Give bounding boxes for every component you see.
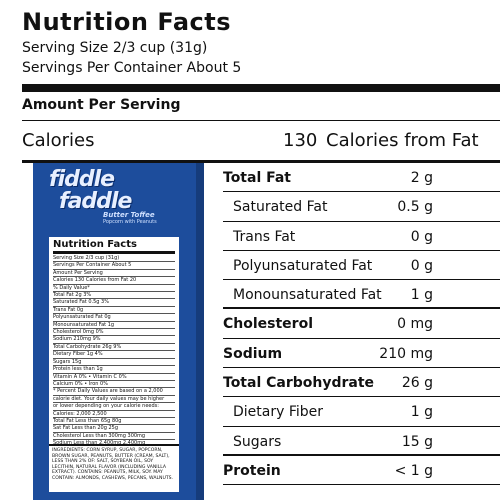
nutrient-row: Monounsaturated Fat 1 g — [223, 280, 500, 310]
nutrient-value: 15 g — [401, 433, 433, 450]
nutrient-name: Saturated Fat — [233, 199, 328, 216]
nutrient-row: Total Fat 2 g — [223, 163, 500, 193]
nutrient-value: 1 g — [410, 404, 433, 421]
box-panel-line: Cholesterol 0mg 0% — [53, 329, 175, 337]
box-panel-title: Nutrition Facts — [53, 239, 137, 250]
nutrient-row: Dietary Fiber 1 g — [223, 397, 500, 427]
flavor-subtitle: Popcorn with Peanuts — [103, 219, 157, 225]
box-nutrition-panel: Nutrition Facts Serving Size 2/3 cup (31… — [49, 237, 179, 492]
box-panel-line: Protein less than 1g — [53, 366, 175, 374]
nutrient-value: 0 g — [410, 228, 433, 245]
brand-logo: fiddle faddle — [49, 169, 149, 221]
box-panel-bar — [53, 251, 175, 254]
nutrient-name: Sodium — [223, 345, 283, 362]
box-panel-line: Total Fat Less than 65g 80g — [53, 418, 175, 426]
box-panel-line: Calories 130 Calories from Fat 20 — [53, 277, 175, 285]
box-panel-line: Vitamin A 0% • Vitamin C 0% — [53, 374, 175, 381]
nutrient-name: Total Fat — [223, 170, 292, 186]
nutrient-value: 210 mg — [379, 345, 433, 362]
box-panel-line: Dietary Fiber 1g 4% — [53, 351, 175, 359]
box-panel-line: Saturated Fat 0.5g 3% — [53, 299, 175, 307]
nutrient-row: Trans Fat 0 g — [223, 222, 500, 251]
box-panel-line: Cholesterol Less than 300mg 300mg — [53, 433, 175, 441]
box-panel-line: Calcium 0% • Iron 0% — [53, 381, 175, 389]
nutrient-row: Sodium 210 mg — [223, 339, 500, 369]
nutrient-value: 0 g — [410, 257, 433, 274]
calories-from-fat-label: Calories from Fat — [326, 130, 479, 151]
box-side-edge — [196, 163, 204, 500]
nutrient-name: Polyunsaturated Fat — [233, 257, 373, 274]
box-panel-line: calorie diet. Your daily values may be h… — [53, 396, 175, 404]
box-panel-line: Calories: 2,000 2,500 — [53, 411, 175, 418]
nutrient-name: Dietary Fiber — [233, 404, 324, 421]
nutrient-name: Total Carbohydrate — [223, 375, 375, 392]
product-box-image: fiddle faddle Butter Toffee Popcorn with… — [33, 163, 204, 500]
calories-divider — [22, 160, 500, 163]
nutrient-value: < 1 g — [394, 462, 433, 479]
nutrient-name: Protein — [223, 462, 281, 479]
nutrient-row: Saturated Fat 0.5 g — [223, 192, 500, 222]
calories-value: 130 — [283, 130, 318, 151]
nutrient-row: Polyunsaturated Fat 0 g — [223, 251, 500, 281]
thick-divider — [22, 84, 500, 92]
box-panel-line: or lower depending on your calorie needs… — [53, 403, 175, 411]
nutrient-name: Monounsaturated Fat — [233, 287, 382, 304]
box-panel-line: Sodium 210mg 9% — [53, 336, 175, 344]
nutrient-row: Protein < 1 g — [223, 456, 500, 486]
servings-per-container: Servings Per Container About 5 — [22, 60, 242, 76]
nutrient-value: 0.5 g — [397, 199, 433, 216]
divider — [22, 120, 500, 121]
box-panel-line: Monounsaturated Fat 1g — [53, 322, 175, 330]
label-title: Nutrition Facts — [22, 8, 232, 36]
logo-line-1: fiddle — [49, 167, 115, 192]
box-panel-line: Serving Size 2/3 cup (31g) — [53, 255, 175, 263]
nutrient-name: Trans Fat — [233, 228, 296, 245]
nutrient-value: 26 g — [401, 375, 433, 392]
box-panel-line: % Daily Value* — [53, 285, 175, 293]
nutrient-row: Sugars 15 g — [223, 427, 500, 456]
box-panel-line: Sat Fat Less than 20g 25g — [53, 425, 175, 433]
nutrient-value: 0 mg — [397, 316, 433, 333]
box-panel-line: Polyunsaturated Fat 0g — [53, 314, 175, 322]
box-panel-line: Total Carbohydrate 26g 9% — [53, 344, 175, 352]
calories-label: Calories — [22, 130, 95, 151]
box-ingredients: INGREDIENTS: CORN SYRUP, SUGAR, POPCORN,… — [49, 444, 179, 492]
nutrient-name: Cholesterol — [223, 316, 313, 333]
box-panel-line: Sugars 15g — [53, 359, 175, 367]
nutrient-value: 2 g — [410, 170, 433, 186]
nutrient-row: Cholesterol 0 mg — [223, 309, 500, 339]
box-panel-line: Trans Fat 0g — [53, 307, 175, 315]
nutrient-table: Total Fat 2 g Saturated Fat 0.5 g Trans Fat 0… — [223, 163, 500, 486]
box-panel-line: Total Fat 2g 3% — [53, 292, 175, 300]
serving-size: Serving Size 2/3 cup (31g) — [22, 40, 208, 56]
nutrient-row: Total Carbohydrate 26 g — [223, 368, 500, 398]
flavor-name: Butter Toffee — [103, 211, 155, 219]
box-panel-line: Amount Per Serving — [53, 270, 175, 278]
box-panel-line: * Percent Daily Values are based on a 2,… — [53, 388, 175, 396]
box-panel-line: Servings Per Container About 5 — [53, 262, 175, 270]
logo-line-2: faddle — [59, 189, 132, 214]
amount-per-serving: Amount Per Serving — [22, 97, 181, 113]
nutrient-name: Sugars — [233, 433, 282, 450]
nutrient-value: 1 g — [410, 287, 433, 304]
